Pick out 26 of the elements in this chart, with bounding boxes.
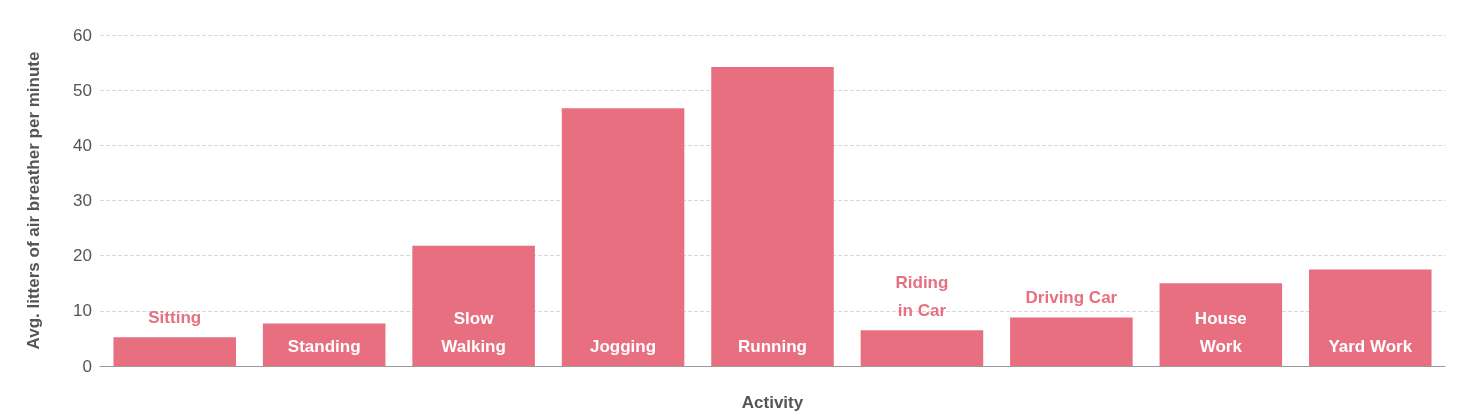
x-tick-label: Riding in Car	[895, 272, 949, 320]
bar	[1309, 269, 1432, 366]
y-tick-label: 10	[73, 301, 92, 321]
x-tick-label: Yard Work	[1328, 336, 1413, 356]
x-tick-label: House Work	[1194, 308, 1247, 356]
bar	[711, 67, 834, 366]
y-tick-label: 20	[73, 246, 92, 266]
bar	[561, 108, 685, 366]
y-tick-label: 50	[73, 80, 92, 100]
y-tick-label: 40	[73, 135, 92, 155]
bar	[1159, 283, 1283, 366]
x-tick-label: Jogging	[590, 336, 657, 356]
x-axis-title: Activity	[741, 393, 804, 412]
bar	[1010, 317, 1133, 366]
bar	[860, 330, 984, 366]
x-tick-label: Sitting	[148, 307, 202, 327]
y-tick-label: 60	[73, 25, 92, 45]
x-tick-label: Driving Car	[1025, 287, 1118, 307]
y-tick-label: 30	[73, 191, 92, 210]
y-axis-title: Avg. litters of air breather per minute	[24, 51, 43, 350]
x-tick-label: Standing	[287, 336, 361, 356]
bar	[113, 337, 236, 366]
x-tick-label: Slow Walking	[441, 308, 506, 356]
x-tick-label: Running	[738, 336, 807, 356]
y-tick-label: 0	[82, 356, 92, 376]
bar	[412, 245, 535, 366]
